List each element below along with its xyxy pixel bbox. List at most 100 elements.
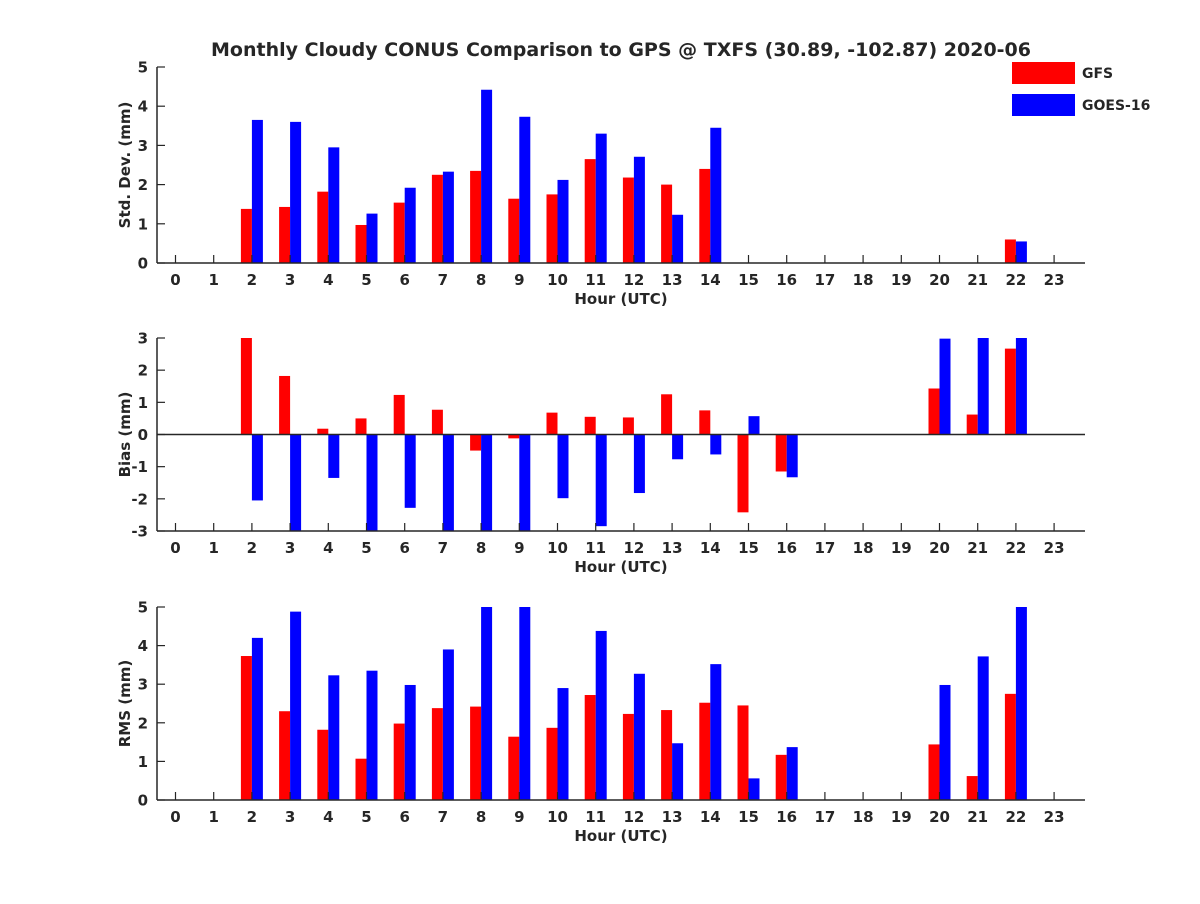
y-tick-label: 1	[138, 753, 148, 771]
x-tick-label: 2	[247, 808, 257, 826]
bar-gfs-hour-20	[928, 744, 940, 800]
bar-gfs-hour-4	[317, 729, 329, 800]
x-tick-label: 20	[929, 271, 950, 289]
x-tick-label: 15	[738, 539, 759, 557]
x-tick-label: 13	[662, 808, 683, 826]
bar-gfs-hour-12	[622, 713, 634, 800]
bar-gfs-hour-8	[470, 706, 482, 800]
chart-title: Monthly Cloudy CONUS Comparison to GPS @…	[211, 39, 1031, 61]
bar-goes-16-hour-2	[251, 637, 263, 800]
bar-goes-16-hour-10	[557, 434, 569, 499]
bar-gfs-hour-10	[546, 727, 558, 800]
y-tick-label: 0	[138, 792, 148, 810]
legend-swatch-gfs	[1012, 62, 1075, 84]
bar-goes-16-hour-9	[519, 607, 531, 800]
y-tick-label: 5	[138, 59, 148, 77]
bar-goes-16-hour-14	[710, 434, 722, 455]
bar-goes-16-hour-16	[786, 434, 798, 478]
x-tick-label: 4	[323, 808, 333, 826]
bar-gfs-hour-10	[546, 194, 558, 263]
bar-gfs-hour-10	[546, 412, 558, 435]
bar-goes-16-hour-4	[328, 434, 340, 478]
bar-goes-16-hour-12	[633, 434, 645, 494]
bar-goes-16-hour-11	[595, 630, 607, 800]
legend: GFS GOES-16	[1012, 62, 1150, 116]
x-tick-label: 6	[399, 808, 409, 826]
bar-goes-16-hour-8	[481, 89, 493, 264]
y-axis-label: Std. Dev. (mm)	[116, 102, 134, 229]
x-tick-label: 8	[476, 539, 486, 557]
x-tick-label: 10	[547, 271, 568, 289]
x-tick-label: 9	[514, 808, 524, 826]
bar-goes-16-hour-14	[710, 127, 722, 263]
x-tick-label: 14	[700, 808, 721, 826]
x-tick-label: 23	[1044, 808, 1065, 826]
x-tick-label: 22	[1005, 271, 1026, 289]
bar-goes-16-hour-5	[366, 434, 378, 531]
bar-gfs-hour-11	[584, 416, 596, 435]
x-tick-label: 10	[547, 808, 568, 826]
series-gfs	[240, 338, 1016, 513]
bar-gfs-hour-13	[661, 394, 673, 435]
y-tick-label: 4	[138, 637, 148, 655]
x-tick-label: 14	[700, 271, 721, 289]
x-tick-label: 8	[476, 271, 486, 289]
bar-goes-16-hour-13	[672, 434, 684, 460]
x-tick-label: 16	[776, 539, 797, 557]
bar-goes-16-hour-15	[748, 778, 760, 800]
bar-gfs-hour-3	[279, 206, 291, 263]
bar-gfs-hour-11	[584, 695, 596, 800]
bar-gfs-hour-22	[1004, 239, 1016, 263]
x-tick-label: 1	[208, 271, 218, 289]
bar-gfs-hour-16	[775, 434, 787, 472]
bar-goes-16-hour-22	[1015, 241, 1027, 263]
bar-gfs-hour-9	[508, 736, 520, 800]
bar-gfs-hour-5	[355, 758, 367, 800]
bar-gfs-hour-2	[240, 656, 252, 800]
x-tick-label: 17	[814, 539, 835, 557]
bar-goes-16-hour-4	[328, 147, 340, 263]
x-tick-label: 5	[361, 808, 371, 826]
bar-goes-16-hour-14	[710, 664, 722, 800]
bar-goes-16-hour-11	[595, 133, 607, 263]
series-gfs	[240, 656, 1016, 800]
bar-goes-16-hour-4	[328, 675, 340, 800]
y-tick-label: 1	[138, 394, 148, 412]
x-tick-label: 5	[361, 271, 371, 289]
series-goes-16	[251, 338, 1027, 531]
bar-goes-16-hour-3	[290, 611, 302, 800]
bar-goes-16-hour-21	[977, 338, 989, 435]
bar-goes-16-hour-22	[1015, 607, 1027, 800]
x-tick-label: 8	[476, 808, 486, 826]
bar-goes-16-hour-5	[366, 670, 378, 800]
bar-gfs-hour-16	[775, 754, 787, 800]
legend-label-gfs: GFS	[1082, 66, 1113, 82]
x-tick-label: 17	[814, 808, 835, 826]
x-tick-label: 11	[585, 271, 606, 289]
y-tick-label: 3	[138, 676, 148, 694]
x-tick-label: 6	[399, 539, 409, 557]
bar-gfs-hour-5	[355, 418, 367, 435]
bar-goes-16-hour-8	[481, 434, 493, 531]
x-tick-label: 10	[547, 539, 568, 557]
x-tick-label: 14	[700, 539, 721, 557]
series-gfs	[240, 159, 1016, 263]
x-tick-label: 12	[623, 271, 644, 289]
x-tick-label: 2	[247, 539, 257, 557]
x-tick-label: 16	[776, 808, 797, 826]
bar-gfs-hour-21	[966, 414, 978, 435]
bar-goes-16-hour-13	[672, 214, 684, 263]
bar-gfs-hour-6	[393, 723, 405, 800]
y-tick-label: -1	[131, 458, 148, 476]
x-tick-label: 11	[585, 539, 606, 557]
bar-goes-16-hour-8	[481, 607, 493, 800]
x-tick-label: 23	[1044, 539, 1065, 557]
x-tick-label: 12	[623, 808, 644, 826]
bar-gfs-hour-3	[279, 711, 291, 800]
series-goes-16	[251, 89, 1027, 264]
